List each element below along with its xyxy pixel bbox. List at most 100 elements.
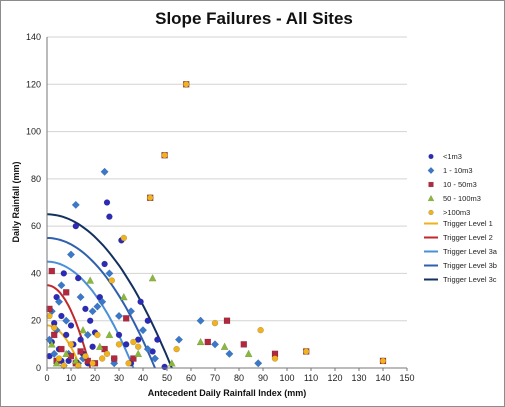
point-series-2 <box>48 267 56 275</box>
point-series-0 <box>154 336 161 343</box>
point-series-1 <box>50 349 59 358</box>
point-series-0 <box>137 298 144 306</box>
point-series-2 <box>130 355 137 362</box>
x-tick-label: 120 <box>327 373 342 383</box>
point-series-3 <box>196 337 205 346</box>
point-series-4 <box>257 326 264 334</box>
point-series-3 <box>244 349 253 358</box>
point-series-1 <box>88 307 97 316</box>
point-series-4 <box>379 357 387 365</box>
point-series-4 <box>108 277 116 284</box>
point-series-1 <box>76 292 85 302</box>
x-tick-label: 0 <box>44 373 49 383</box>
point-series-0 <box>82 305 89 313</box>
x-tick-label: 40 <box>138 373 148 383</box>
point-series-0 <box>101 260 108 268</box>
point-series-0 <box>96 293 104 301</box>
point-series-1 <box>100 167 109 176</box>
point-series-4 <box>46 312 53 320</box>
point-series-0 <box>106 213 113 220</box>
point-series-4 <box>120 234 128 242</box>
point-series-4 <box>74 362 82 369</box>
point-series-3 <box>78 325 88 334</box>
point-series-4 <box>271 355 279 362</box>
point-series-4 <box>161 151 168 159</box>
y-tick-label: 60 <box>31 221 41 231</box>
legend-label: 50 - 100m3 <box>443 194 481 203</box>
gridlines <box>47 36 407 322</box>
point-series-3 <box>95 342 104 350</box>
point-series-1 <box>210 340 220 349</box>
point-series-0 <box>77 336 84 343</box>
point-series-0 <box>89 343 96 350</box>
x-tick-label: 90 <box>258 373 268 383</box>
point-series-4 <box>134 343 142 350</box>
point-series-1 <box>225 349 234 358</box>
point-series-0 <box>62 331 70 339</box>
axes <box>46 37 408 371</box>
trigger-curve-1 <box>47 284 92 369</box>
point-series-4 <box>94 331 101 339</box>
point-series-0 <box>122 341 130 348</box>
point-series-1 <box>54 297 64 306</box>
point-series-2 <box>50 331 58 339</box>
legend-marker-0 <box>428 153 434 160</box>
point-series-4 <box>115 341 123 348</box>
y-axis-title: Daily Rainfall (mm) <box>11 161 21 242</box>
y-tick-label: 140 <box>26 32 41 42</box>
point-series-3 <box>52 358 61 367</box>
x-tick-label: 110 <box>304 373 318 383</box>
point-series-1 <box>71 200 80 210</box>
point-series-2 <box>110 355 118 362</box>
legend-marker-3 <box>427 194 435 202</box>
legend-label: Trigger Level 3b <box>443 261 497 270</box>
point-series-2 <box>223 317 231 324</box>
chart-title: Slope Failures - All Sites <box>155 9 353 28</box>
point-series-3 <box>220 342 229 350</box>
point-series-1 <box>98 297 107 306</box>
x-tick-label: 70 <box>210 373 220 383</box>
point-series-4 <box>103 350 111 358</box>
point-series-0 <box>149 348 156 355</box>
point-series-1 <box>126 307 136 316</box>
point-series-0 <box>74 274 82 282</box>
x-tick-label: 80 <box>234 373 244 383</box>
data-points <box>45 81 387 371</box>
legend-label: 1 - 10m3 <box>443 166 473 175</box>
point-series-4 <box>130 338 137 346</box>
point-series-1 <box>114 311 124 321</box>
x-axis-title: Antecedent Daily Rainfall Index (mm) <box>148 388 307 398</box>
point-series-1 <box>105 269 114 278</box>
x-tick-label: 50 <box>162 373 172 383</box>
point-series-3 <box>47 340 56 348</box>
x-tick-label: 20 <box>90 373 100 383</box>
point-series-1 <box>174 335 184 344</box>
legend-marker-4 <box>428 209 434 216</box>
point-series-2 <box>58 345 65 353</box>
point-series-1 <box>66 250 76 259</box>
x-tick-label: 130 <box>351 373 366 383</box>
point-series-1 <box>62 316 71 325</box>
point-series-0 <box>103 199 111 206</box>
point-series-2 <box>122 315 130 322</box>
point-series-2 <box>62 289 70 296</box>
point-series-3 <box>134 349 143 358</box>
point-series-2 <box>46 305 53 313</box>
tick-labels: 0 20 40 60 80 100 120 140 0 10 20 30 40 50 60 70 80 90 100… <box>26 32 415 383</box>
point-series-3 <box>62 349 71 358</box>
point-series-4 <box>82 352 89 360</box>
point-series-0 <box>58 312 65 320</box>
point-series-0 <box>67 322 75 329</box>
point-series-1 <box>93 302 102 311</box>
point-series-1 <box>143 344 152 354</box>
x-tick-label: 100 <box>279 373 294 383</box>
legend-marker-2 <box>428 181 434 188</box>
legend-label: Trigger Level 1 <box>443 219 493 228</box>
legend-label: <1m3 <box>443 152 462 161</box>
point-series-4 <box>55 355 63 362</box>
point-series-4 <box>146 194 154 202</box>
point-series-0 <box>72 222 80 230</box>
legend-marker-1 <box>427 166 435 175</box>
y-tick-label: 40 <box>31 268 41 278</box>
